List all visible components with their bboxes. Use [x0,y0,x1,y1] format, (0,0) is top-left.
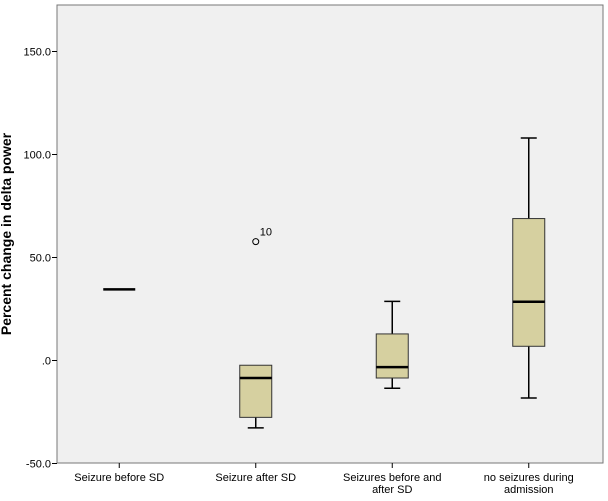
x-tick-label: Seizures before and [343,472,441,484]
box-iqr [239,364,273,418]
box-group [375,300,409,390]
outlier-label: 10 [260,227,272,239]
y-tick-label: .0 [42,356,51,368]
plot-area [56,4,604,464]
x-tick-label: Seizure before SD [74,472,164,484]
box-iqr [375,333,409,379]
outlier-point [252,238,260,246]
box-group [512,137,546,399]
y-tick-label: 100.0 [23,150,51,162]
box-group: 10 [239,227,273,429]
x-tick-label: no seizures during [484,472,574,484]
y-tick-label: -50.0 [26,459,51,471]
y-tick-label: 150.0 [23,47,51,59]
y-tick-label: 50.0 [30,253,51,265]
box-iqr [512,218,546,347]
x-tick-label: after SD [372,484,412,496]
x-tick-label: admission [504,484,554,496]
x-tick-label: Seizure after SD [215,472,296,484]
y-axis-label: Percent change in delta power [0,132,14,335]
